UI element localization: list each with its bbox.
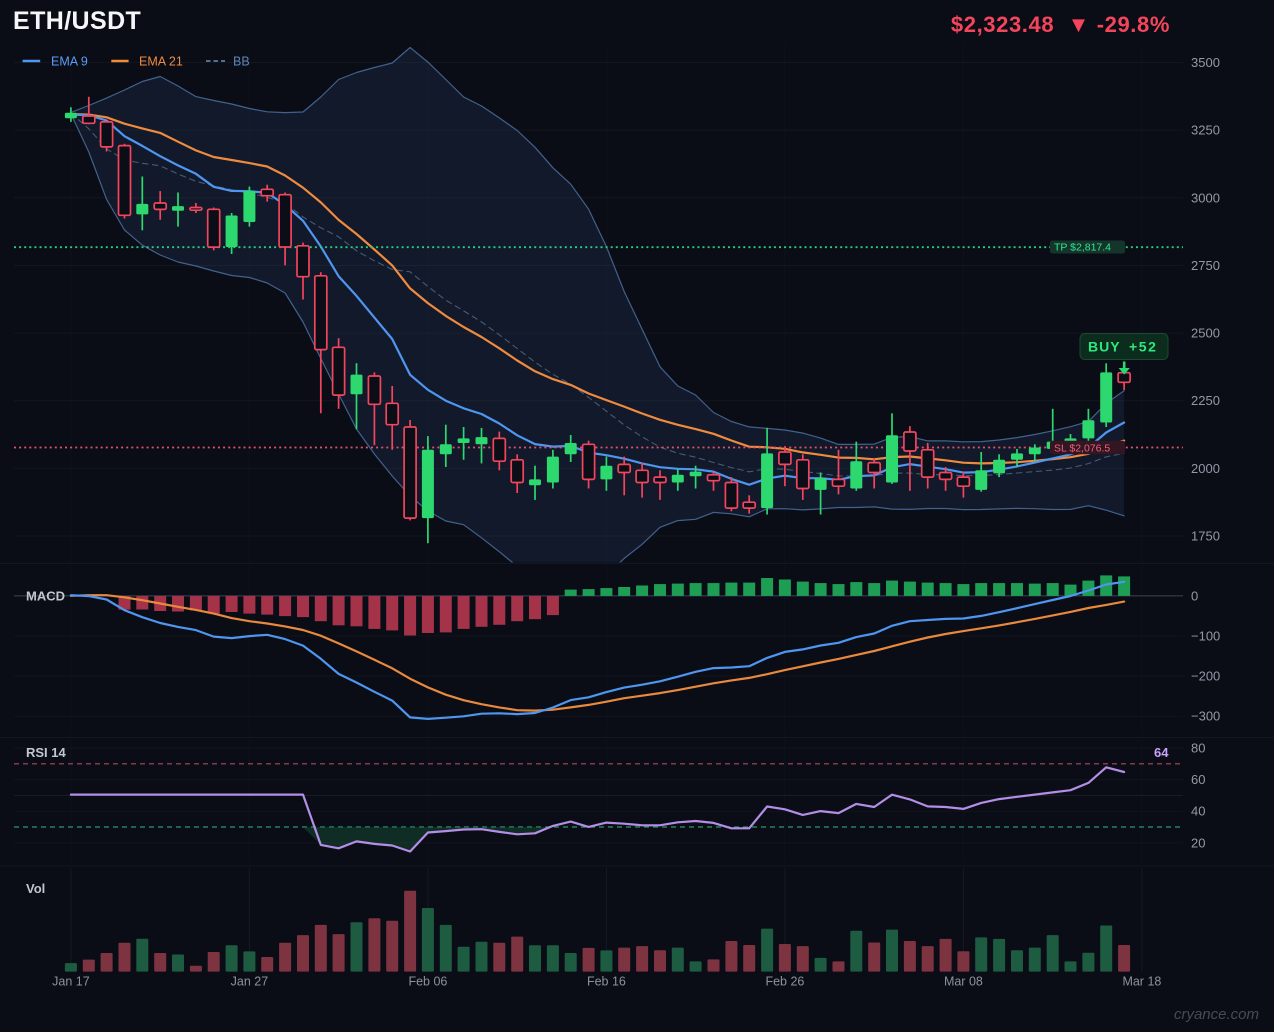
svg-text:Vol: Vol (26, 881, 45, 896)
svg-text:1750: 1750 (1191, 529, 1220, 544)
svg-text:ETH/USDT: ETH/USDT (13, 7, 141, 35)
svg-text:$2,323.48 ▼ -29.8%: $2,323.48 ▼ -29.8% (951, 12, 1170, 37)
svg-text:3250: 3250 (1191, 123, 1220, 138)
svg-text:2250: 2250 (1191, 393, 1220, 408)
svg-text:60: 60 (1191, 772, 1205, 787)
svg-text:BUY: BUY (1088, 339, 1121, 355)
svg-text:0: 0 (1191, 588, 1198, 603)
svg-text:Mar 18: Mar 18 (1122, 975, 1161, 989)
svg-text:2750: 2750 (1191, 258, 1220, 273)
svg-text:3500: 3500 (1191, 55, 1220, 70)
svg-text:EMA 21: EMA 21 (139, 55, 183, 69)
svg-text:−300: −300 (1191, 709, 1220, 724)
svg-text:64: 64 (1154, 745, 1169, 760)
svg-text:EMA 9: EMA 9 (51, 55, 88, 69)
svg-text:BB: BB (233, 55, 250, 69)
svg-text:+52: +52 (1129, 339, 1158, 355)
svg-text:−200: −200 (1191, 669, 1220, 684)
svg-text:−100: −100 (1191, 629, 1220, 644)
svg-text:Feb 06: Feb 06 (408, 975, 447, 989)
svg-text:2500: 2500 (1191, 326, 1220, 341)
svg-text:cryance.com: cryance.com (1174, 1006, 1259, 1023)
svg-text:40: 40 (1191, 804, 1205, 819)
svg-text:RSI 14: RSI 14 (26, 745, 67, 760)
svg-text:MACD: MACD (26, 589, 65, 604)
svg-text:SL $2,076.5: SL $2,076.5 (1054, 442, 1110, 454)
svg-text:TP $2,817.4: TP $2,817.4 (1054, 242, 1111, 254)
svg-text:Jan 17: Jan 17 (52, 975, 90, 989)
svg-text:Feb 26: Feb 26 (765, 975, 804, 989)
svg-text:2000: 2000 (1191, 461, 1220, 476)
svg-text:Feb 16: Feb 16 (587, 975, 626, 989)
svg-text:3000: 3000 (1191, 190, 1220, 205)
svg-text:80: 80 (1191, 740, 1205, 755)
svg-text:20: 20 (1191, 835, 1205, 850)
svg-text:Jan 27: Jan 27 (231, 975, 269, 989)
svg-text:Mar 08: Mar 08 (944, 975, 983, 989)
